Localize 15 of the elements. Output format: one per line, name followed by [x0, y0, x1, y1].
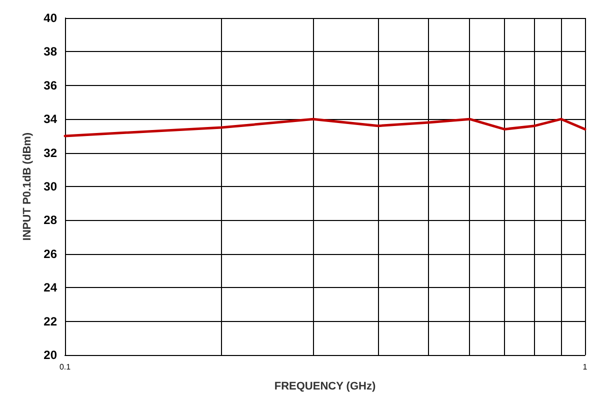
y-tick-label: 26 [44, 246, 58, 261]
x-tick-label: 0.1 [59, 362, 72, 372]
x-tick-label: 1 [582, 362, 588, 372]
y-tick-label: 38 [44, 44, 58, 59]
y-tick-label: 30 [44, 180, 58, 194]
y-tick-label: 24 [44, 280, 58, 295]
x-axis-title: FREQUENCY (GHz) [274, 380, 376, 392]
y-tick-label: 20 [44, 348, 58, 362]
y-tick-label: 36 [44, 78, 58, 92]
y-tick-label: 40 [44, 11, 58, 25]
y-tick-label: 22 [44, 314, 58, 328]
y-tick-label: 32 [44, 146, 58, 160]
y-tick-label: 28 [44, 213, 58, 228]
y-tick-label: 34 [44, 112, 58, 126]
y-axis-title: INPUT P0.1dB (dBm) [21, 132, 34, 241]
